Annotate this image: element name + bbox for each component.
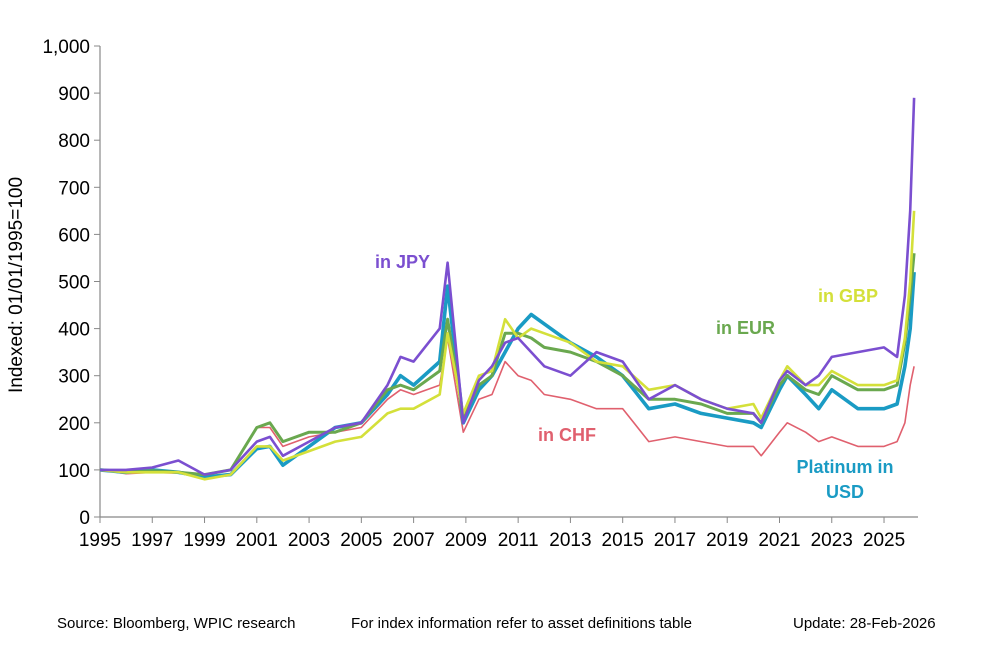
label-gbp: in GBP — [818, 286, 878, 306]
x-tick-label: 1995 — [79, 530, 121, 551]
y-tick-label: 100 — [58, 461, 90, 482]
index-note: For index information refer to asset def… — [351, 615, 693, 632]
x-tick-label: 2015 — [602, 530, 644, 551]
update-date: Update: 28-Feb-2026 — [793, 615, 936, 632]
series-line-in-eur — [99, 253, 916, 477]
label-chf: in CHF — [538, 425, 596, 445]
y-tick-label: 600 — [58, 225, 90, 246]
label-usd-line2: USD — [826, 482, 864, 502]
y-axis-label: Indexed: 01/01/1995=100 — [6, 177, 27, 393]
x-tick-label: 2013 — [549, 530, 591, 551]
x-tick-label: 1997 — [131, 530, 173, 551]
x-tick-label: 2023 — [811, 530, 853, 551]
series-line-in-chf — [99, 337, 915, 476]
axes: 0 100 200 300 400 500 600 700 800 900 1,000 1995 199… — [42, 37, 918, 551]
x-tick-label: 2005 — [340, 530, 382, 551]
y-tick-label: 900 — [58, 84, 90, 105]
y-tick-label: 0 — [79, 508, 90, 529]
x-tick-label: 1999 — [183, 530, 225, 551]
y-tick-label: 800 — [58, 131, 90, 152]
y-tick-label: 500 — [58, 273, 90, 294]
source-note: Source: Bloomberg, WPIC research — [57, 615, 296, 632]
x-tick-label: 2001 — [236, 530, 278, 551]
x-tick-label: 2003 — [288, 530, 330, 551]
x-tick-label: 2011 — [498, 530, 539, 551]
y-tick-label: 200 — [58, 414, 90, 435]
series-line-in-gbp — [99, 210, 916, 481]
y-tick-label: 700 — [58, 178, 90, 199]
label-jpy: in JPY — [375, 252, 430, 272]
x-tick-label: 2019 — [706, 530, 748, 551]
x-tick-label: 2021 — [758, 530, 800, 551]
series-line-in-jpy — [100, 97, 916, 476]
x-tick-label: 2025 — [863, 530, 905, 551]
label-eur: in EUR — [716, 318, 775, 338]
x-tick-label: 2017 — [654, 530, 696, 551]
x-tick-label: 2007 — [392, 530, 434, 551]
label-usd-line1: Platinum in — [796, 457, 893, 477]
y-tick-label: 400 — [58, 320, 90, 341]
y-tick-label: 300 — [58, 367, 90, 388]
series-lines — [99, 97, 916, 481]
y-tick-label: 1,000 — [42, 37, 90, 58]
x-tick-label: 2009 — [445, 530, 487, 551]
